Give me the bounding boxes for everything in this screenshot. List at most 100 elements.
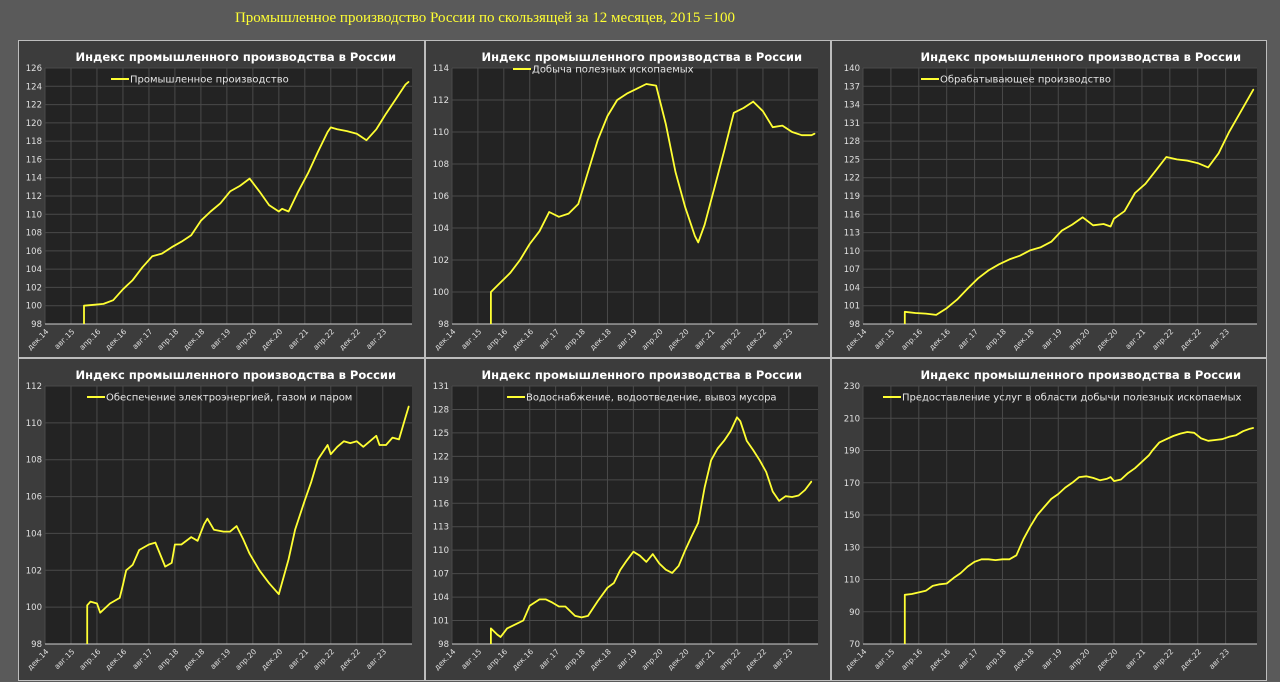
data-point (564, 605, 566, 608)
data-point (904, 311, 906, 313)
chart-panel: Индекс промышленного производства в Росс… (831, 358, 1267, 681)
x-tick-label: апр.22 (1150, 647, 1175, 672)
y-tick-label: 112 (26, 382, 42, 392)
data-point (655, 85, 657, 87)
data-point (772, 490, 774, 493)
y-tick-label: 131 (844, 119, 860, 129)
x-tick-label: авг.23 (364, 327, 388, 351)
data-point (733, 112, 735, 114)
data-point (356, 133, 358, 135)
data-point (781, 125, 783, 127)
y-tick-label: 122 (844, 174, 860, 184)
x-tick-label: дек.14 (25, 647, 50, 672)
x-tick-label: апр.20 (1067, 327, 1092, 352)
x-tick-label: апр.16 (77, 327, 102, 352)
data-point (138, 549, 140, 551)
data-point (1249, 428, 1251, 430)
data-point (378, 444, 381, 446)
chart-title: Индекс промышленного производства в Росс… (482, 368, 802, 382)
data-point (1127, 472, 1129, 474)
x-tick-label: авг.23 (364, 647, 388, 671)
data-point (953, 577, 955, 579)
data-point (164, 566, 166, 568)
data-point (496, 634, 498, 636)
x-tick-label: дек.22 (1178, 647, 1203, 672)
data-point (684, 206, 686, 208)
y-tick-label: 106 (433, 192, 449, 202)
plot-area (45, 386, 412, 644)
data-point (1082, 216, 1084, 218)
data-point (287, 210, 290, 213)
chart-panel: Индекс промышленного производства в Росс… (425, 358, 831, 681)
x-tick-label: дек.18 (588, 327, 613, 352)
data-point (174, 543, 176, 546)
data-point (499, 281, 502, 283)
data-point (973, 561, 976, 563)
data-point (960, 572, 962, 574)
data-point (141, 266, 144, 268)
data-point (180, 241, 183, 243)
data-point (911, 593, 913, 595)
data-point (229, 530, 231, 533)
y-tick-label: 98 (31, 640, 42, 650)
data-point (597, 600, 599, 602)
data-point (619, 569, 622, 571)
data-point (499, 636, 502, 638)
y-tick-label: 118 (26, 137, 42, 147)
line-chart: Индекс промышленного производства в Росс… (843, 368, 1257, 672)
x-tick-label: дек.20 (1095, 327, 1120, 352)
data-point (307, 172, 309, 174)
x-tick-label: авг.21 (693, 327, 717, 351)
data-point (548, 211, 550, 213)
data-point (632, 551, 634, 553)
data-point (99, 612, 101, 614)
data-point (190, 234, 192, 236)
x-tick-label: апр.16 (899, 647, 924, 672)
data-point (946, 307, 948, 309)
data-point (213, 529, 215, 531)
data-point (408, 81, 410, 83)
data-point (1186, 160, 1188, 162)
data-point (1176, 158, 1178, 161)
legend-label: Добыча полезных ископаемых (532, 65, 694, 76)
data-point (317, 459, 319, 461)
data-point (349, 442, 351, 444)
y-tick-label: 113 (844, 229, 860, 239)
data-point (219, 202, 221, 204)
line-chart: Индекс промышленного производства в Росс… (432, 368, 818, 672)
data-point (925, 313, 927, 315)
chart-title: Индекс промышленного производства в Росс… (921, 368, 1241, 382)
data-point (729, 430, 732, 432)
x-tick-label: дек.18 (588, 647, 613, 672)
data-point (987, 269, 990, 271)
data-point (1172, 435, 1174, 437)
data-point (93, 304, 95, 306)
data-point (1165, 438, 1167, 440)
data-point (171, 562, 173, 564)
x-tick-label: апр.22 (1150, 327, 1175, 352)
data-point (967, 566, 969, 568)
data-point (1061, 230, 1063, 232)
x-tick-label: авг.21 (1123, 647, 1147, 671)
data-point (925, 590, 927, 592)
y-tick-label: 107 (433, 570, 449, 580)
data-point (558, 216, 560, 218)
data-point (317, 151, 319, 153)
data-point (736, 416, 738, 418)
data-point (678, 565, 680, 567)
x-tick-label: дек.18 (1011, 647, 1036, 672)
x-tick-label: авг.23 (770, 647, 794, 671)
x-tick-label: авг.15 (459, 327, 483, 351)
data-point (404, 83, 407, 86)
x-tick-label: дек.18 (181, 327, 206, 352)
x-tick-label: авг.19 (1040, 647, 1064, 671)
y-tick-label: 98 (438, 640, 449, 650)
data-point (148, 543, 150, 546)
data-point (710, 459, 712, 461)
y-tick-label: 110 (433, 546, 449, 556)
data-point (538, 598, 541, 601)
data-point (1148, 454, 1150, 456)
data-point (772, 126, 774, 128)
data-point (613, 582, 615, 584)
data-point (1207, 166, 1209, 168)
